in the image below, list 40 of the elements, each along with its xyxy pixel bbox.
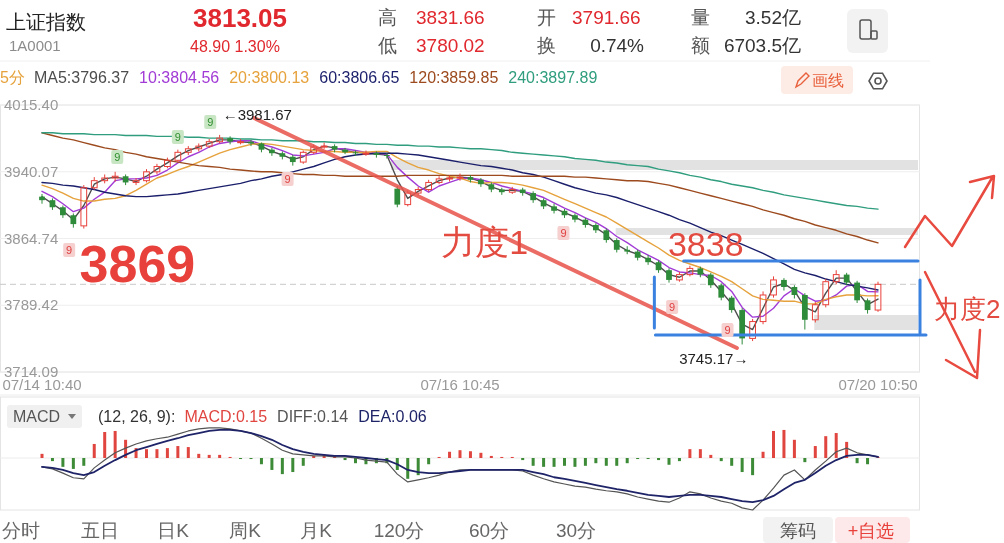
y-tick-label: 3940.07 <box>4 162 59 180</box>
text: 120分 <box>373 520 425 541</box>
text: 低 <box>378 35 397 56</box>
text: 开 <box>537 7 556 28</box>
annotation: 3838 <box>667 225 744 263</box>
annotation: ←3981.67 <box>222 105 292 123</box>
text: 分时 <box>2 520 40 541</box>
y-tick-label: 4015.40 <box>4 96 59 113</box>
text: 30分 <box>555 520 597 541</box>
text: +自选 <box>847 521 895 541</box>
text: 3791.66 <box>572 7 641 28</box>
legend: (12, 26, 9): MACD:0.15 DIFF:0.14 DEA:0.06 <box>98 408 427 425</box>
text: 筹码 <box>780 521 816 541</box>
text: 3831.66 <box>416 7 485 28</box>
text: 6703.5亿 <box>723 35 801 56</box>
text: 60分 <box>468 520 510 541</box>
text: 日K <box>157 520 190 541</box>
text: 画线 <box>812 72 844 89</box>
text: 3780.02 <box>416 35 485 56</box>
text: 高 <box>378 7 397 28</box>
x-tick-label: 07/16 10:45 <box>420 376 500 393</box>
text: 48.90 1.30% <box>190 38 280 55</box>
chart-title: MACD <box>13 408 61 425</box>
text: 换 <box>537 35 556 56</box>
text: 3813.05 <box>193 3 287 33</box>
text: 上证指数 <box>6 11 86 33</box>
text: 额 <box>691 35 710 56</box>
legend: 5分 MA5:3796.37 10:3804.56 20:3800.13 60:3806.65 120:3859.85 240:3897.89 <box>0 69 598 86</box>
text: 月K <box>300 520 333 541</box>
y-tick-label: 3789.42 <box>4 296 59 314</box>
text: 3.52亿 <box>745 7 801 28</box>
y-tick-label: 3864.74 <box>4 229 59 247</box>
annotation: 3745.17→ <box>679 350 749 367</box>
text: 0.74% <box>590 35 645 56</box>
text: 量 <box>691 7 710 28</box>
annotation: 3869 <box>79 235 196 293</box>
text: 1A0001 <box>9 37 61 54</box>
text: 五日 <box>81 520 119 541</box>
text: 周K <box>229 520 262 541</box>
x-tick-label: 07/20 10:50 <box>838 376 918 393</box>
